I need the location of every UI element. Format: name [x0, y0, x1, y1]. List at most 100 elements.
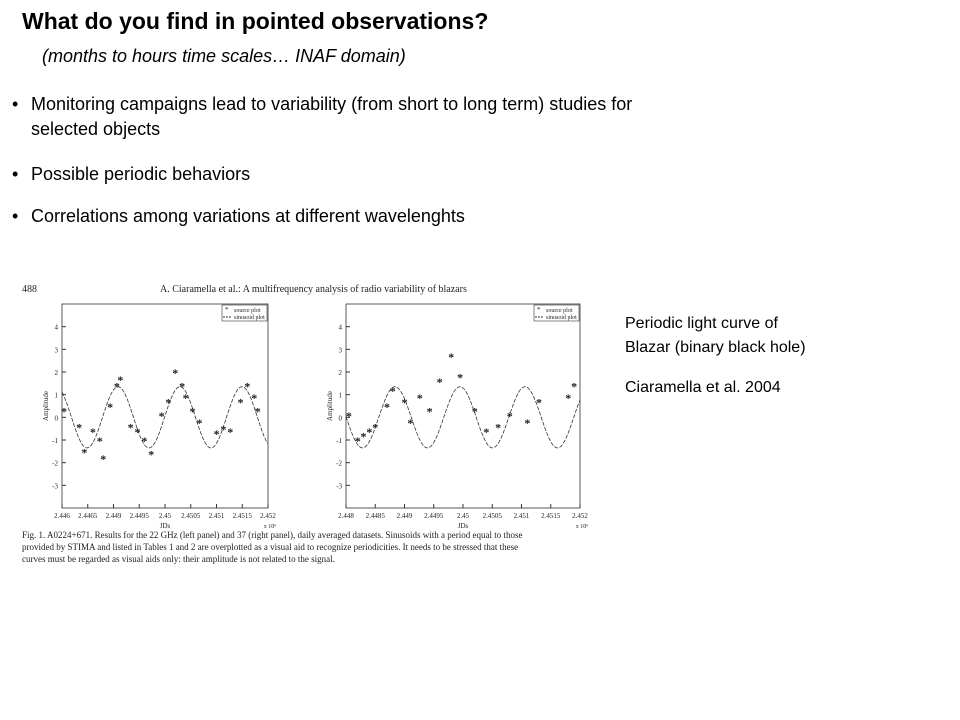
source-point: * [97, 434, 103, 448]
bullet-text: Possible periodic behaviors [31, 164, 251, 184]
x-tick-label: 2.452 [260, 512, 276, 520]
y-tick-label: 0 [339, 414, 343, 422]
source-point: * [189, 405, 195, 419]
source-point: * [172, 366, 178, 380]
source-point: * [565, 391, 571, 405]
source-point: * [159, 409, 165, 423]
source-point: * [346, 409, 352, 423]
source-point: * [255, 405, 261, 419]
x-tick-label: 2.4495 [130, 512, 150, 520]
source-point: * [457, 371, 463, 385]
y-tick-label: 3 [339, 346, 343, 354]
paper-figure: 488 A. Ciaramella et al.: A multifrequen… [22, 284, 589, 564]
x-tick-label: 2.4505 [181, 512, 201, 520]
caption-line: curves must be regarded as visual aids o… [22, 554, 335, 564]
x-tick-label: 2.4515 [233, 512, 253, 520]
y-tick-label: 1 [339, 392, 343, 400]
legend-box [533, 304, 580, 322]
legend-entry: source plot [234, 308, 261, 314]
source-point: * [402, 395, 408, 409]
source-point: * [390, 384, 396, 398]
source-point: * [141, 434, 147, 448]
source-point: * [227, 425, 233, 439]
source-point: * [81, 445, 87, 459]
source-point: * [407, 416, 413, 430]
subtitle: (months to hours time scales… INAF domai… [42, 46, 406, 66]
plot-frame [345, 303, 581, 509]
bullet-text: Correlations among variations at differe… [31, 206, 465, 226]
source-point: * [244, 380, 250, 394]
running-head: A. Ciaramella et al.: A multifrequency a… [160, 284, 467, 295]
x-tick-label: 2.4515 [541, 512, 561, 520]
x-tick-label: 2.448 [338, 512, 354, 520]
x-tick-label: 2.451 [209, 512, 225, 520]
y-tick-label: -2 [52, 460, 58, 468]
y-tick-label: -2 [336, 460, 342, 468]
source-point: * [214, 427, 220, 441]
y-tick-label: 0 [55, 414, 59, 422]
source-point: * [220, 423, 226, 437]
side-reference: Ciaramella et al. 2004 [625, 379, 781, 396]
source-point: * [114, 380, 120, 394]
source-point: * [507, 409, 513, 423]
source-point: * [495, 420, 501, 434]
source-point: * [427, 405, 433, 419]
y-tick-label: 2 [55, 369, 59, 377]
caption-line: Fig. 1. A0224+671. Results for the 22 GH… [22, 530, 522, 540]
source-point: * [179, 380, 185, 394]
source-point: * [117, 373, 123, 387]
x-tick-label: 2.451 [514, 512, 530, 520]
y-tick-label: 4 [55, 324, 59, 332]
y-axis-label: Amplitude [326, 391, 334, 421]
bullet-text: selected objects [31, 119, 161, 139]
source-point: * [536, 395, 542, 409]
y-tick-label: -1 [336, 437, 342, 445]
caption-line: provided by STIMA and listed in Tables 1… [22, 542, 518, 552]
source-point: * [361, 429, 367, 443]
x-axis-label: JDs [160, 522, 171, 530]
x-tick-label: 2.45 [457, 512, 470, 520]
source-point: * [165, 395, 171, 409]
page-number: 488 [22, 284, 37, 295]
sinusoid [345, 386, 581, 449]
bullet-text: Monitoring campaigns lead to variability… [31, 94, 633, 114]
source-point: * [148, 448, 154, 462]
x-tick-label: 2.446 [54, 512, 70, 520]
x-tick-label: 2.4485 [366, 512, 386, 520]
source-point: * [107, 400, 113, 414]
side-note: Blazar (binary black hole) [625, 339, 806, 356]
legend-star: * [537, 306, 541, 314]
source-point: * [483, 425, 489, 439]
source-point: * [196, 416, 202, 430]
source-point: * [524, 416, 530, 430]
source-point: * [238, 395, 244, 409]
y-tick-label: 4 [339, 324, 343, 332]
slide-title: What do you find in pointed observations… [22, 8, 489, 34]
source-point: * [366, 425, 372, 439]
source-point: * [472, 405, 478, 419]
x-tick-label: 2.449 [106, 512, 122, 520]
x-tick-label: 2.4465 [78, 512, 98, 520]
source-point: * [417, 391, 423, 405]
y-tick-label: 1 [55, 392, 59, 400]
source-point: * [61, 405, 67, 419]
source-point: * [437, 375, 443, 389]
sinusoid [61, 386, 269, 449]
source-point: * [183, 391, 189, 405]
source-point: * [571, 380, 577, 394]
legend-star: * [225, 306, 229, 314]
x-tick-label: 2.449 [397, 512, 413, 520]
x-unit: x 10⁶ [264, 524, 277, 530]
legend-box [221, 304, 268, 322]
y-tick-label: 2 [339, 369, 343, 377]
source-point: * [90, 425, 96, 439]
x-unit: x 10⁶ [576, 524, 589, 530]
source-point: * [355, 434, 361, 448]
y-tick-label: -3 [52, 482, 58, 490]
legend-entry: sinusoid plot [546, 315, 577, 321]
source-point: * [448, 350, 454, 364]
source-point: * [76, 420, 82, 434]
side-note: Periodic light curve of [625, 315, 778, 332]
y-tick-label: -1 [52, 437, 58, 445]
